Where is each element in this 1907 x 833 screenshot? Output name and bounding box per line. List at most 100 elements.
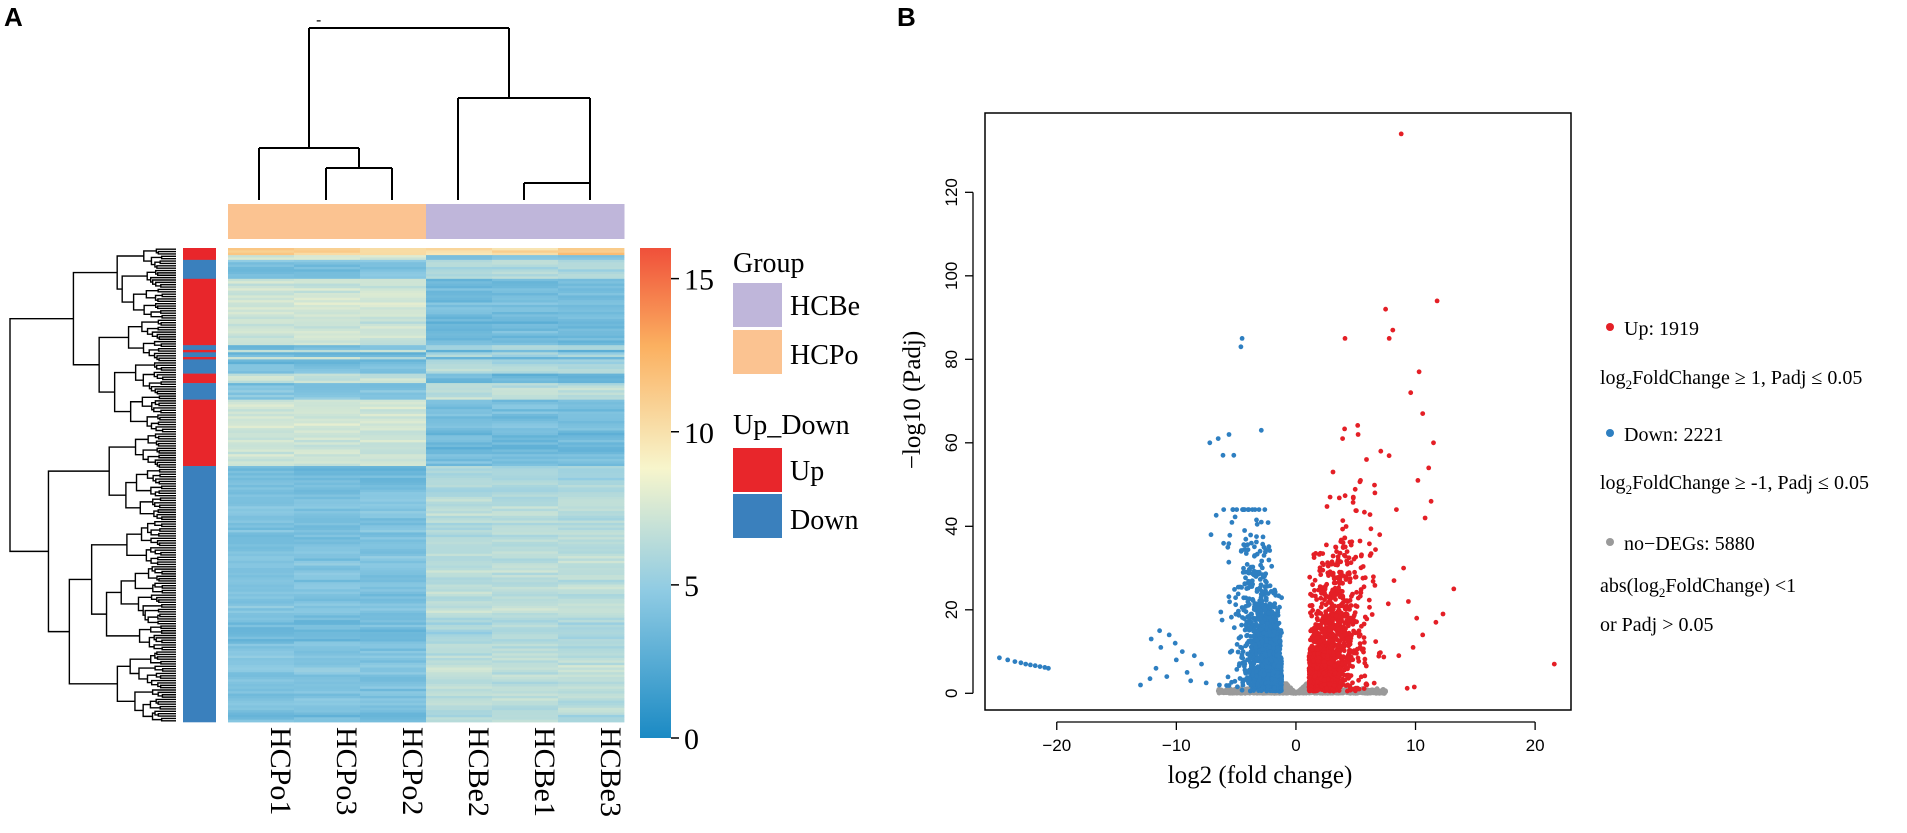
heatmap-cell xyxy=(360,617,427,621)
point-nodeg xyxy=(1296,690,1301,696)
heatmap-cell xyxy=(426,383,493,386)
heatmap-cell xyxy=(492,508,559,512)
row-dendrogram-branch xyxy=(158,395,176,400)
point-down xyxy=(1258,608,1264,614)
row-dendrogram-branch xyxy=(150,385,176,392)
point-up xyxy=(1353,554,1359,560)
heatmap-cell xyxy=(558,278,625,282)
point-down xyxy=(1263,578,1268,584)
heatmap-cell xyxy=(228,252,295,256)
heatmap-cell xyxy=(426,266,493,270)
heatmap-cell xyxy=(492,631,559,635)
heatmap-cell xyxy=(294,323,361,327)
heatmap-cell xyxy=(426,598,493,602)
point-down xyxy=(1179,649,1185,654)
point-up xyxy=(1346,555,1352,561)
heatmap-cell xyxy=(228,591,295,595)
heatmap-cell xyxy=(492,309,559,313)
heatmap-cell xyxy=(360,385,427,389)
heatmap-cell xyxy=(228,295,295,299)
heatmap-cell xyxy=(426,518,493,521)
heatmap-cell xyxy=(426,447,493,450)
point-nodeg xyxy=(1223,689,1229,695)
heatmap-cell xyxy=(294,610,361,614)
heatmap-cell xyxy=(228,264,295,268)
heatmap-cell xyxy=(294,330,361,334)
heatmap-cell xyxy=(228,691,295,694)
heatmap-cell xyxy=(492,579,559,583)
heatmap-cell xyxy=(426,262,493,265)
heatmap-cell xyxy=(228,399,295,403)
heatmap-cell xyxy=(294,558,361,562)
heatmap-cell xyxy=(558,413,625,417)
heatmap-cell xyxy=(360,304,427,308)
row-dendrogram-branch xyxy=(160,381,176,385)
heatmap-cell xyxy=(228,548,295,552)
point-up xyxy=(1367,512,1373,517)
heatmap-cell xyxy=(294,257,361,261)
heatmap-cell xyxy=(294,366,361,370)
heatmap-cell xyxy=(558,530,625,533)
heatmap-cell xyxy=(228,496,295,500)
heatmap-cell xyxy=(294,703,361,706)
heatmap-cell xyxy=(294,333,361,337)
heatmap-cell xyxy=(558,501,625,505)
heatmap-cell xyxy=(228,387,295,391)
heatmap-cell xyxy=(360,700,427,704)
point-down xyxy=(1232,514,1238,520)
heatmap-cell xyxy=(228,705,295,709)
heatmap-cell xyxy=(360,406,427,410)
heatmap-cell xyxy=(228,442,295,446)
heatmap-cell xyxy=(426,596,493,600)
point-down xyxy=(1256,569,1262,575)
heatmap-cell xyxy=(294,646,361,649)
heatmap-cell xyxy=(294,681,361,685)
heatmap-cell xyxy=(228,380,295,384)
heatmap-cell xyxy=(360,695,427,699)
heatmap-cell xyxy=(228,468,295,472)
heatmap-cell xyxy=(294,304,361,308)
heatmap-cell xyxy=(426,485,493,488)
point-down xyxy=(1243,643,1248,649)
heatmap-cell xyxy=(558,300,625,303)
heatmap-cell xyxy=(492,259,559,263)
heatmap-cell xyxy=(558,710,625,713)
dendrogram-top-mark: - xyxy=(316,12,321,29)
point-down xyxy=(1252,553,1257,559)
heatmap-cell xyxy=(294,485,361,488)
heatmap-cell xyxy=(492,285,559,289)
point-nodeg xyxy=(1284,681,1289,687)
heatmap-cell xyxy=(492,636,559,640)
heatmap-cell xyxy=(426,688,493,692)
heatmap-cell xyxy=(558,551,625,555)
point-down xyxy=(1266,557,1272,563)
heatmap-cell xyxy=(426,634,493,638)
heatmap-cell xyxy=(426,527,493,531)
point-up xyxy=(1340,545,1346,550)
point-down xyxy=(1247,616,1252,621)
heatmap-cell xyxy=(492,551,559,555)
heatmap-cell xyxy=(492,577,559,581)
heatmap-cell xyxy=(294,508,361,512)
heatmap-cell xyxy=(294,534,361,538)
row-dendrogram-branch xyxy=(160,625,176,630)
point-down xyxy=(1253,601,1258,606)
heatmap-cell xyxy=(228,319,295,322)
heatmap-cell xyxy=(558,259,625,263)
point-nodeg xyxy=(1298,686,1304,692)
heatmap-cell xyxy=(294,586,361,590)
heatmap-cell xyxy=(360,297,427,301)
heatmap-cell xyxy=(426,570,493,574)
row-dendrogram-branch xyxy=(161,639,176,644)
heatmap-cell xyxy=(228,610,295,614)
row-dendrogram-branch xyxy=(155,478,176,484)
heatmap-cell xyxy=(492,575,559,578)
row-dendrogram-branch xyxy=(160,310,176,314)
row-dendrogram-branch xyxy=(139,501,154,515)
heatmap-cell xyxy=(360,676,427,680)
row-dendrogram-branch xyxy=(150,654,161,664)
row-dendrogram-branch xyxy=(159,504,176,509)
row-dendrogram-branch xyxy=(158,454,176,459)
heatmap-cell xyxy=(294,458,361,462)
heatmap-cell xyxy=(360,627,427,630)
